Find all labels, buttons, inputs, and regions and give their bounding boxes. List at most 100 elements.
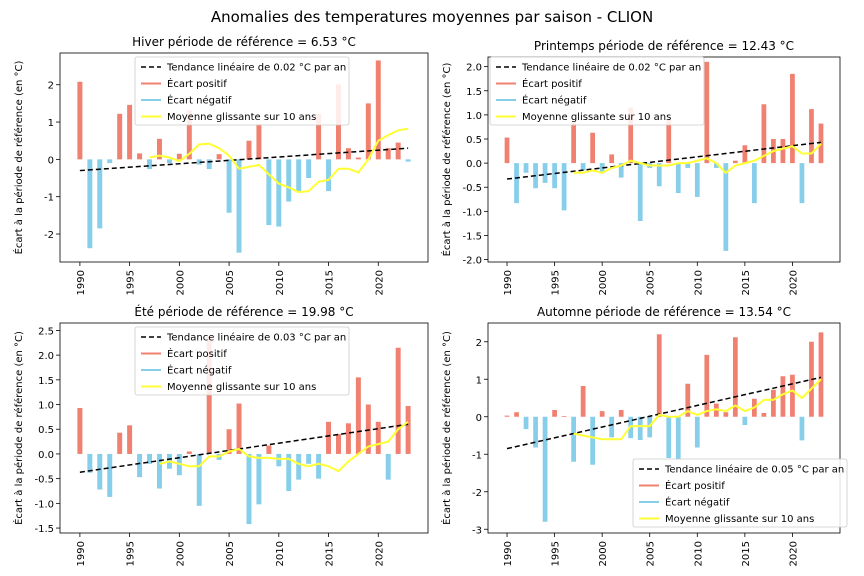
bar-2012 — [296, 453, 302, 480]
y-axis-label: Écart à la période de référence (en °C) — [12, 61, 25, 255]
bar-2017 — [345, 423, 351, 454]
bar-2000 — [599, 163, 605, 174]
y-tick-label: -2 — [44, 230, 54, 241]
x-tick-label: 1995 — [126, 541, 137, 566]
moving-average-line — [159, 420, 409, 473]
bar-1999 — [590, 132, 596, 164]
bar-2008 — [256, 123, 262, 160]
legend-box — [134, 56, 350, 126]
bar-2013 — [306, 453, 312, 464]
bar-2002 — [196, 453, 202, 506]
bar-1992 — [97, 453, 103, 490]
y-tick-label: 0.0 — [38, 450, 54, 461]
y-tick-label: 1.5 — [466, 87, 482, 98]
x-tick-label: 2010 — [693, 270, 704, 295]
legend-label: Écart positif — [167, 347, 227, 360]
bar-1992 — [97, 159, 103, 229]
bar-2004 — [637, 416, 643, 440]
bar-2006 — [236, 403, 242, 454]
chart-title: Été période de référence = 19.98 °C — [134, 304, 353, 319]
x-tick-label: 2000 — [175, 270, 186, 295]
legend-label: Tendance linéaire de 0.03 °C par an — [166, 332, 346, 344]
y-tick-label: -3 — [472, 525, 482, 536]
bar-2003 — [628, 107, 634, 164]
bar-2007 — [246, 140, 252, 160]
x-tick-label: 2005 — [225, 541, 236, 566]
bar-2020 — [375, 421, 381, 454]
y-tick-label: 0.5 — [38, 425, 54, 436]
bar-2021 — [799, 416, 805, 441]
chart-panel-3: -1.5 -1.0 -0.5 0.0 0.5 1.0 1.5 2.0 2.5 1990 1995 20… — [12, 304, 429, 566]
bar-1994 — [542, 163, 548, 183]
legend-label: Écart négatif — [167, 364, 232, 377]
y-tick-label: -0.5 — [34, 475, 54, 486]
x-tick-label: 2015 — [741, 541, 752, 566]
y-tick-label: -2.0 — [462, 256, 482, 267]
plot-frame — [59, 52, 429, 263]
bar-2010 — [276, 159, 282, 227]
chart-title: Printemps période de référence = 12.43 °… — [534, 39, 794, 53]
trend-line — [506, 376, 822, 450]
bar-2007 — [666, 416, 672, 458]
bar-1990 — [504, 137, 510, 164]
bar-2000 — [176, 153, 182, 160]
y-tick-label: -1 — [472, 450, 482, 461]
legend-label: Écart négatif — [665, 496, 730, 509]
bar-1994 — [117, 432, 123, 454]
bar-2016 — [336, 434, 341, 454]
x-tick-label: 1995 — [551, 270, 562, 295]
y-tick-label: 2 — [476, 338, 482, 349]
bar-1995 — [552, 410, 557, 417]
bar-2002 — [618, 163, 624, 178]
legend-label: Moyenne glissante sur 10 ans — [167, 112, 316, 123]
y-tick-label: 1.0 — [38, 401, 54, 412]
y-tick-label: 0 — [476, 413, 482, 424]
bar-1993 — [107, 453, 113, 497]
legend-label: Écart positif — [522, 77, 582, 90]
bar-2017 — [345, 148, 351, 160]
x-tick-label: 2010 — [275, 270, 286, 295]
bar-2002 — [618, 410, 624, 417]
bar-2022 — [395, 347, 401, 454]
y-tick-label: 2 — [48, 81, 54, 92]
bar-2005 — [226, 429, 232, 454]
bar-2016 — [752, 163, 757, 204]
bar-2020 — [790, 73, 795, 164]
moving-average-line — [149, 127, 409, 194]
bar-2014 — [732, 160, 738, 164]
legend-label: Moyenne glissante sur 10 ans — [522, 112, 671, 123]
bar-1995 — [552, 163, 557, 189]
x-tick-label: 2015 — [741, 270, 752, 295]
legend-label: Tendance linéaire de 0.05 °C par an — [664, 464, 844, 476]
bar-2009 — [685, 163, 691, 168]
bar-1996 — [137, 453, 143, 478]
bar-1998 — [580, 386, 586, 417]
y-tick-label: 2.5 — [38, 326, 54, 337]
legend-label: Écart négatif — [167, 94, 232, 107]
x-tick-label: 2005 — [646, 270, 657, 295]
x-tick-label: 2000 — [598, 541, 609, 566]
legend-label: Écart positif — [665, 479, 725, 492]
bar-1996 — [561, 416, 567, 417]
bar-1991 — [87, 453, 93, 473]
x-tick-label: 2020 — [788, 270, 799, 295]
x-tick-label: 2015 — [325, 541, 336, 566]
bar-2019 — [365, 103, 371, 160]
y-tick-label: -1 — [44, 193, 54, 204]
y-tick-label: -1.5 — [462, 231, 482, 242]
legend-label: Tendance linéaire de 0.02 °C par an — [166, 62, 346, 74]
bar-2014 — [316, 113, 322, 160]
bar-2011 — [704, 354, 710, 417]
bar-2008 — [675, 416, 681, 460]
bar-1998 — [156, 138, 162, 160]
plot-frame — [487, 322, 841, 534]
bar-2007 — [246, 453, 252, 525]
y-tick-label: -0.5 — [462, 183, 482, 194]
bar-2006 — [656, 334, 662, 417]
bar-1990 — [77, 81, 83, 160]
bar-2013 — [723, 412, 729, 417]
legend-box — [134, 326, 350, 396]
bar-1994 — [542, 416, 548, 522]
y-tick-label: 1.5 — [38, 376, 54, 387]
